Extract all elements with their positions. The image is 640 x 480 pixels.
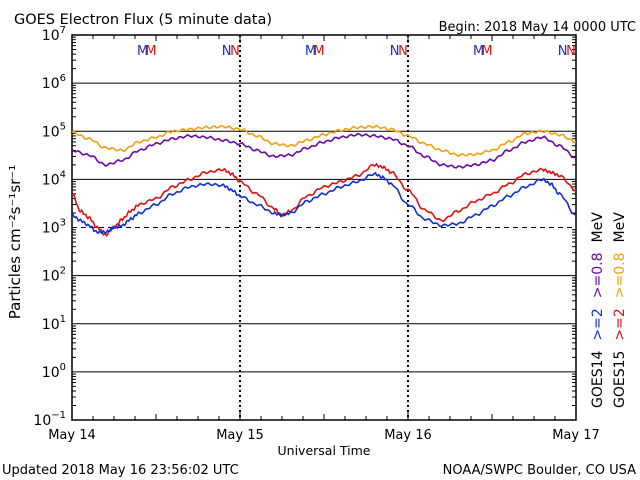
mn-marker: M [313, 44, 324, 59]
data-series [71, 124, 577, 238]
mn-marker: M [473, 44, 484, 59]
chart-title: GOES Electron Flux (5 minute data) [14, 12, 272, 28]
y-tick-label: 100 [42, 362, 66, 381]
y-tick-label: 101 [42, 314, 66, 333]
mn-marker: N [398, 44, 408, 59]
legend-entry: GOES15 [612, 351, 628, 408]
y-tick-label: 107 [42, 25, 66, 44]
x-tick-label: May 14 [48, 428, 96, 443]
begin-label: Begin: 2018 May 14 0000 UTC [439, 20, 636, 35]
y-tick-label: 106 [42, 73, 66, 92]
y-tick-label: 10−1 [33, 410, 66, 429]
series-line [71, 124, 577, 158]
x-axis-label: Universal Time [278, 443, 371, 458]
x-tick-label: May 17 [552, 428, 600, 443]
x-tick-label: May 16 [384, 428, 432, 443]
series-line [71, 132, 577, 169]
y-tick-label: 104 [42, 169, 66, 188]
mn-marker: N [222, 44, 232, 59]
series-line [72, 171, 577, 235]
mn-marker: M [305, 44, 316, 59]
mn-marker: N [390, 44, 400, 59]
mn-marker: M [145, 44, 156, 59]
x-axis-ticks: May 14 May 15 May 16 May 17 [48, 35, 600, 443]
updated-label: Updated 2018 May 16 23:56:02 UTC [2, 463, 239, 478]
legend-entry: >=0.8 [612, 252, 628, 298]
legend-entry: >=2 [590, 308, 606, 340]
mn-marker: M [137, 44, 148, 59]
mn-marker: N [558, 44, 568, 59]
gridlines [72, 35, 576, 420]
x-tick-label: May 15 [216, 428, 264, 443]
mn-marker: N [566, 44, 576, 59]
right-legend: GOES14 >=2 >=0.8 MeV GOES15 >=2 >=0.8 MeV [590, 212, 628, 408]
y-tick-label: 102 [42, 266, 66, 285]
legend-entry: MeV [590, 212, 606, 243]
legend-entry: MeV [612, 212, 628, 243]
credit-label: NOAA/SWPC Boulder, CO USA [443, 463, 636, 478]
mn-marker: N [230, 44, 240, 59]
y-tick-label: 103 [42, 218, 66, 237]
y-axis-label: Particles cm⁻²s⁻¹sr⁻¹ [6, 165, 24, 319]
legend-entry: >=2 [612, 308, 628, 340]
legend-entry: >=0.8 [590, 252, 606, 298]
y-tick-label: 105 [42, 121, 66, 140]
legend-entry: GOES14 [590, 350, 606, 408]
mn-markers: MM NN MM NN MM NN [137, 44, 576, 59]
mn-marker: M [481, 44, 492, 59]
